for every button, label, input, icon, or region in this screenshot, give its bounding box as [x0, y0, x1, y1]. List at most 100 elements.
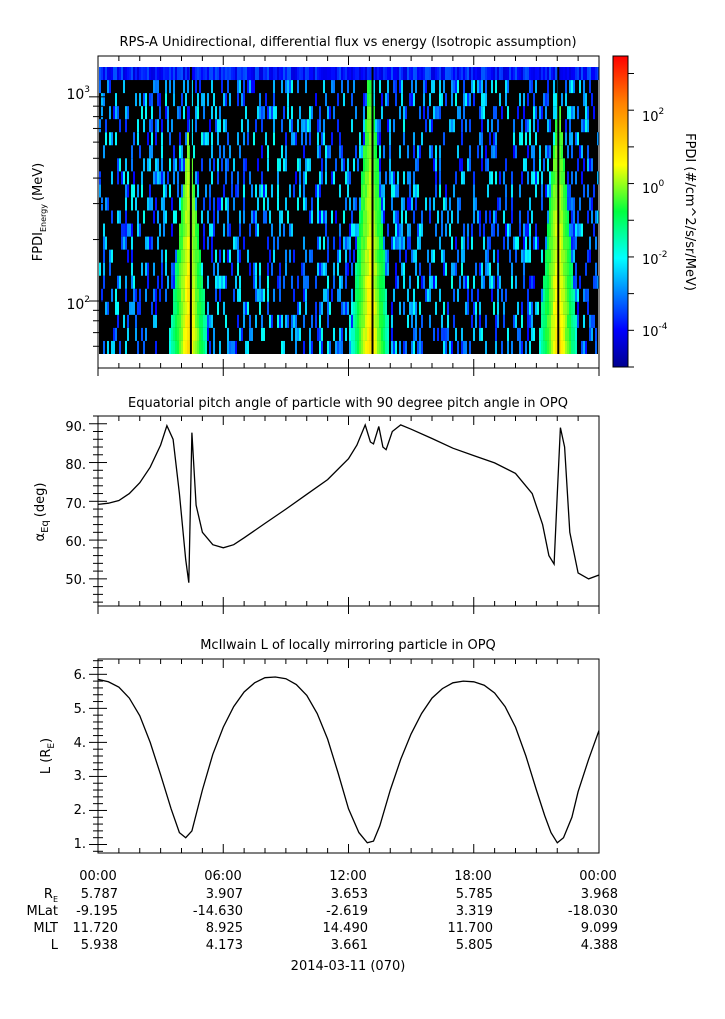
spectrogram-cell: [237, 236, 239, 250]
spectrogram-cell: [141, 171, 143, 185]
spectrogram-cell: [363, 301, 365, 315]
spectrogram-cell: [481, 158, 483, 172]
spectrogram-cell: [369, 249, 371, 263]
spectrogram-cell: [365, 184, 367, 198]
spectrogram-cell: [571, 210, 573, 224]
spectrogram-cell: [181, 210, 183, 224]
spectrogram-cell: [481, 67, 483, 81]
spectrogram-cell: [413, 249, 415, 263]
spectrogram-cell: [293, 314, 295, 328]
spectrogram-cell: [369, 301, 371, 315]
spectrogram-cell: [543, 340, 545, 354]
spectrogram-cell: [469, 340, 471, 354]
spectrogram-cell: [125, 158, 127, 172]
spectrogram-cell: [581, 67, 583, 81]
spectrogram-cell: [411, 340, 413, 354]
spectrogram-cell: [455, 327, 457, 341]
spectrogram-cell: [363, 132, 365, 146]
spectrogram-cell: [281, 80, 283, 94]
spectrogram-cell: [555, 262, 557, 276]
spectrogram-cell: [493, 275, 495, 289]
spectrogram-cell: [507, 67, 509, 81]
spectrogram-cell: [187, 249, 189, 263]
spectrogram-cell: [237, 93, 239, 107]
spectrogram-cell: [471, 314, 473, 328]
spectrogram-cell: [343, 210, 345, 224]
spectrogram-cell: [465, 301, 467, 315]
spectrogram-cell: [363, 327, 365, 341]
spectrogram-cell: [165, 262, 167, 276]
spectrogram-cell: [545, 145, 547, 159]
spectrogram-cell: [327, 301, 329, 315]
spectrogram-cell: [467, 288, 469, 302]
spectrogram-cell: [513, 67, 515, 81]
spectrogram-cell: [457, 80, 459, 94]
spectrogram-cell: [583, 119, 585, 133]
spectrogram-cell: [481, 275, 483, 289]
spectrogram-cell: [441, 314, 443, 328]
spectrogram-cell: [293, 184, 295, 198]
spectrogram-cell: [535, 301, 537, 315]
spectrogram-cell: [185, 223, 187, 237]
spectrogram-cell: [181, 340, 183, 354]
spectrogram-cell: [387, 93, 389, 107]
pitch-angle-ylabel-sub: Eq: [40, 520, 51, 533]
spectrogram-cell: [183, 223, 185, 237]
spectrogram-cell: [287, 106, 289, 120]
mcilwain-l-ytick-5: 5.: [74, 702, 86, 717]
spectrogram-cell: [419, 301, 421, 315]
spectrogram-cell: [575, 275, 577, 289]
spectrogram-cell: [215, 106, 217, 120]
spectrogram-cell: [225, 314, 227, 328]
spectrogram-cell: [261, 119, 263, 133]
spectrogram-cell: [549, 210, 551, 224]
spectrogram-cell: [407, 314, 409, 328]
spectrogram-cell: [187, 171, 189, 185]
spectrogram-cell: [225, 119, 227, 133]
spectrogram-cell: [595, 327, 597, 341]
spectrogram-cell: [147, 67, 149, 81]
spectrogram-cell: [255, 67, 257, 81]
ephemeris-value: 11.700: [448, 921, 494, 936]
spectrogram-cell: [319, 184, 321, 198]
spectrogram-cell: [183, 249, 185, 263]
spectrogram-cell: [369, 262, 371, 276]
spectrogram-cell: [527, 171, 529, 185]
spectrogram-cell: [589, 314, 591, 328]
spectrogram-ylabel-unit: (MeV): [31, 163, 46, 201]
spectrogram-cell: [575, 327, 577, 341]
spectrogram-cell: [237, 249, 239, 263]
spectrogram-cell: [119, 210, 121, 224]
spectrogram-cell: [533, 158, 535, 172]
spectrogram-cell: [361, 223, 363, 237]
spectrogram-cell: [201, 132, 203, 146]
series-line: [98, 422, 599, 583]
spectrogram-cell: [213, 158, 215, 172]
spectrogram-cell: [455, 67, 457, 81]
spectrogram-cell: [103, 262, 105, 276]
spectrogram-cell: [527, 249, 529, 263]
spectrogram-cell: [255, 119, 257, 133]
spectrogram-cell: [515, 314, 517, 328]
spectrogram-cell: [397, 275, 399, 289]
spectrogram-cell: [215, 119, 217, 133]
spectrogram-cell: [319, 262, 321, 276]
spectrogram-cell: [569, 223, 571, 237]
spectrogram-cell: [387, 327, 389, 341]
spectrogram-cell: [231, 171, 233, 185]
spectrogram-cell: [487, 158, 489, 172]
spectrogram-cell: [559, 106, 561, 120]
spectrogram-cell: [199, 288, 201, 302]
spectrogram-cell: [417, 145, 419, 159]
spectrogram-cell: [171, 262, 173, 276]
spectrogram-cell: [325, 145, 327, 159]
spectrogram-cell: [401, 210, 403, 224]
spectrogram-cell: [187, 132, 189, 146]
spectrogram-cell: [549, 223, 551, 237]
spectrogram-cell: [495, 106, 497, 120]
spectrogram-cell: [487, 119, 489, 133]
spectrogram-cell: [173, 93, 175, 107]
date-label: 2014-03-11 (070): [291, 959, 406, 974]
spectrogram-cell: [529, 236, 531, 250]
spectrogram-cell: [173, 314, 175, 328]
